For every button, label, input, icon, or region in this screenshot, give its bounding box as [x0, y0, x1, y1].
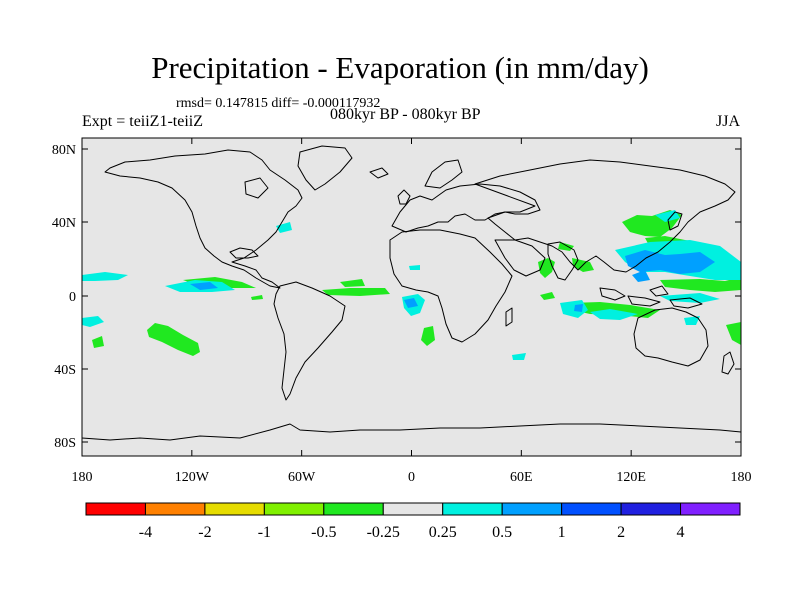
- lon-ticks: [81, 138, 742, 456]
- colorbar-label: -0.5: [311, 524, 336, 541]
- colorbar: [85, 502, 741, 516]
- lon-label: 0: [408, 470, 415, 485]
- patch-ind-blue: [574, 304, 583, 312]
- colorbar-swatch: [204, 502, 265, 516]
- stats-line: rmsd= 0.147815 diff= -0.000117932: [176, 96, 381, 111]
- lon-label: 120W: [175, 470, 210, 485]
- patch-atl-itcz: [340, 279, 365, 287]
- patch-pac-s: [82, 316, 104, 327]
- colorbar-label: -4: [139, 524, 152, 541]
- colorbar-label: 1: [558, 524, 566, 541]
- colorbar-label: 0.5: [492, 524, 512, 541]
- coast-arabia: [494, 239, 546, 277]
- patch-pac-w: [82, 272, 128, 281]
- lat-label: 40S: [54, 363, 76, 378]
- colorbar-swatch: [144, 502, 206, 516]
- coast-greenland: [297, 145, 353, 191]
- coast-africa: [389, 229, 513, 343]
- colorbar-swatch: [620, 502, 682, 516]
- patch-pac-blue: [190, 282, 218, 290]
- lon-label: 180: [731, 470, 752, 485]
- page-title: Precipitation - Evaporation (in mm/day): [151, 50, 649, 85]
- colorbar-label: 4: [677, 524, 685, 541]
- colorbar-swatch: [263, 502, 325, 516]
- colorbar-labels: -4 -2 -1 -0.5 -0.25 0.25 0.5 1 2 4: [139, 524, 685, 541]
- experiment-label: Expt = teiiZ1-teiiZ: [82, 113, 203, 130]
- patch-australia-e: [726, 322, 741, 345]
- lat-labels: 80N 40N 0 40S 80S: [52, 143, 76, 451]
- lon-label: 180: [72, 470, 93, 485]
- colorbar-swatch: [561, 502, 622, 516]
- colorbar-label: 0.25: [429, 524, 457, 541]
- colorbar-label: -1: [258, 524, 271, 541]
- lat-ticks: [82, 148, 741, 443]
- lat-label: 80N: [52, 143, 76, 158]
- coast-india: [547, 241, 579, 281]
- subtitle: 080kyr BP - 080kyr BP: [330, 106, 481, 123]
- lat-label: 0: [69, 290, 76, 305]
- patch-s-atl: [421, 326, 435, 346]
- patch-ind-ocean: [540, 292, 555, 300]
- lon-labels: 180 120W 60W 0 60E 120E 180: [72, 470, 752, 485]
- coast-hudson: [244, 177, 269, 199]
- patch-australia: [684, 316, 700, 325]
- coast-scandinavia: [424, 159, 463, 189]
- coast-europe: [391, 183, 541, 233]
- coast-north-america: [104, 149, 303, 289]
- lon-label: 120E: [616, 470, 646, 485]
- patch-carib: [251, 295, 263, 300]
- colorbar-swatch: [323, 502, 384, 516]
- anomaly-patches: [82, 210, 741, 360]
- colorbar-swatch: [680, 502, 741, 516]
- coast-new-guinea: [669, 297, 703, 309]
- coast-indonesia: [599, 285, 669, 307]
- coast-gulf: [229, 247, 259, 259]
- coast-antarctica: [81, 423, 742, 441]
- coast-australia: [633, 307, 709, 367]
- colorbar-label: 2: [617, 524, 625, 541]
- patch-s-pacific-2: [92, 336, 104, 348]
- coast-iceland: [369, 167, 389, 179]
- lon-label: 60W: [288, 470, 316, 485]
- colorbar-swatch: [501, 502, 563, 516]
- lat-label: 80S: [54, 436, 76, 451]
- season-label: JJA: [715, 113, 740, 130]
- patch-nw-atl: [276, 222, 292, 233]
- lon-label: 60E: [510, 470, 533, 485]
- coast-japan: [667, 211, 683, 231]
- colorbar-label: -2: [198, 524, 211, 541]
- coast-madagascar: [505, 307, 513, 327]
- patch-atl-blue: [404, 298, 418, 308]
- colorbar-label: -0.25: [367, 524, 400, 541]
- lat-label: 40N: [52, 216, 76, 231]
- colorbar-swatch: [442, 502, 503, 516]
- coast-new-zealand: [721, 351, 735, 375]
- patch-ind: [558, 242, 574, 251]
- patch-wpac-blue: [625, 250, 715, 274]
- patch-s-pacific: [147, 323, 200, 356]
- coastlines: [81, 145, 742, 441]
- patch-ind-e: [590, 309, 638, 320]
- patch-s-atl-2: [512, 353, 526, 360]
- coast-south-america: [273, 281, 346, 401]
- patch-wpac-blue-2: [632, 270, 650, 282]
- patch-pac-itcz: [660, 277, 741, 292]
- strong-positive-patches: [190, 250, 715, 312]
- patch-atl-itcz-2: [322, 288, 390, 296]
- patch-carib-2: [409, 265, 420, 270]
- colorbar-swatch: [382, 502, 444, 516]
- coast-uk: [397, 189, 411, 205]
- coast-asia: [474, 159, 736, 273]
- colorbar-swatch: [85, 502, 146, 516]
